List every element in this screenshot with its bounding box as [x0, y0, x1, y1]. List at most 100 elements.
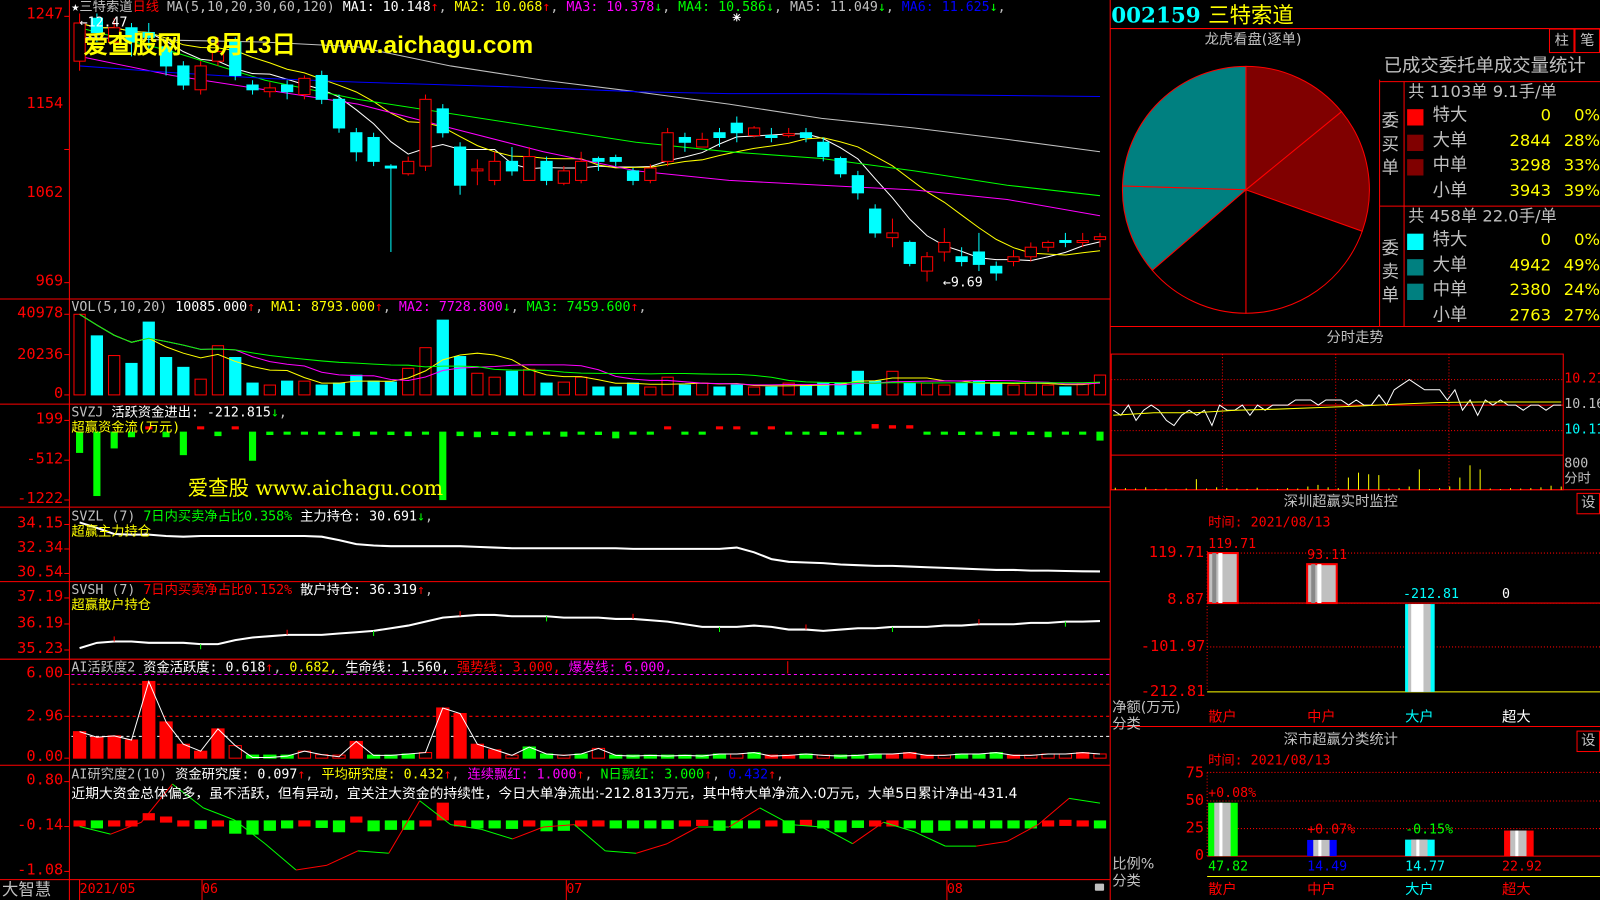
research-bar — [402, 820, 415, 830]
svzj-label: SVZJ — [71, 405, 104, 421]
research-bar — [644, 820, 657, 829]
fund-flow-bar — [594, 431, 603, 435]
pie-slice — [1245, 189, 1363, 314]
research-bar — [384, 820, 398, 830]
low-price-label: ←9.69 — [942, 275, 983, 291]
candle — [782, 133, 795, 137]
volume-bar — [765, 386, 778, 396]
date-tick: 07 — [566, 881, 583, 897]
research-tick: 0.80 — [26, 770, 64, 789]
research-bar — [211, 820, 225, 827]
intraday-vol-tick: 800 — [1564, 456, 1589, 472]
volume-bar — [194, 378, 207, 396]
bar-view-button[interactable]: 柱 — [1548, 28, 1575, 54]
vol-ma-line — [79, 313, 1101, 386]
candle — [834, 157, 847, 175]
price-tick: 1154 — [26, 93, 64, 113]
order-size-label: 特大 — [1432, 105, 1468, 126]
ma-values: MA1: 10.148↑, MA2: 10.068↑, MA3: 10.378↓… — [342, 0, 1006, 16]
fund-flow-bar — [145, 426, 153, 430]
fund-flow-bar — [1044, 431, 1052, 438]
monitor-category: 超大 — [1502, 709, 1531, 726]
order-count: 0 — [1540, 229, 1552, 249]
tick-view-button[interactable]: 笔 — [1574, 28, 1600, 54]
research-bar — [367, 820, 380, 832]
research-bar — [108, 820, 121, 827]
fund-flow-bar — [283, 431, 291, 435]
volume-bar — [471, 372, 484, 396]
stock-code: 002159 — [1111, 2, 1201, 28]
candle — [436, 108, 449, 134]
activity-bar — [349, 740, 363, 759]
research-bar — [886, 820, 899, 827]
fund-flow-bar — [646, 431, 654, 435]
period-label[interactable]: 日线 — [132, 0, 160, 16]
research-line — [636, 843, 668, 854]
fund-flow-bar — [1061, 431, 1069, 435]
candle — [471, 168, 484, 172]
watermark-text: 爱查股网 8月13日 www.aichagu.com — [83, 31, 534, 60]
volume-bar — [678, 384, 692, 396]
activity-bar — [124, 739, 139, 759]
arrow-down-icon: ↓ — [654, 0, 663, 16]
ma-value: MA1: 10.148 — [342, 0, 431, 16]
lock-icon[interactable] — [1094, 883, 1105, 891]
pie-slice — [1121, 185, 1248, 272]
research-bar — [1007, 820, 1020, 829]
fund-flow-bar — [525, 431, 533, 436]
research-line — [79, 826, 111, 835]
svsh-hold: 散户持仓: 36.319 — [300, 582, 418, 598]
candle — [142, 32, 155, 38]
volume-bar — [159, 357, 173, 396]
classify-bar-value: 14.49 — [1307, 859, 1348, 875]
fund-flow-bar — [300, 431, 308, 435]
order-count: 2844 — [1509, 130, 1552, 150]
order-size-label: 中单 — [1432, 279, 1468, 300]
candle — [384, 165, 398, 169]
fund-flow-bar — [1009, 431, 1018, 435]
research-bar — [730, 820, 743, 829]
dragon-title: 龙虎看盘(逐单) — [1204, 31, 1302, 48]
order-size-label: 中单 — [1432, 155, 1468, 176]
fund-flow-bar — [664, 426, 672, 430]
candle — [73, 22, 86, 62]
candle — [1076, 240, 1089, 243]
volume-bar — [730, 384, 743, 396]
volume-bar — [453, 356, 467, 396]
research-bar — [263, 820, 276, 831]
legend-swatch — [1407, 184, 1424, 201]
monitor-settings-button[interactable]: 设 — [1576, 492, 1600, 515]
order-size-label: 大单 — [1432, 254, 1468, 275]
activity-bar — [660, 754, 675, 759]
main-chart-header: ★三特索道日线 MA(5,10,20,30,60,120) MA1: 10.14… — [71, 0, 1005, 15]
classify-settings-button[interactable]: 设 — [1576, 730, 1600, 753]
fund-flow-bar — [958, 431, 966, 435]
monitor-bar-value: 119.71 — [1208, 536, 1257, 553]
candle — [661, 132, 674, 162]
price-tick: 1062 — [26, 182, 64, 202]
research-line — [605, 850, 637, 854]
star-icon[interactable]: ★ — [71, 0, 80, 16]
monitor-bar-shade — [1311, 564, 1316, 604]
ma4-line — [79, 27, 1101, 197]
monitor-title: 深圳超赢实时监控 — [1283, 493, 1398, 511]
activity-bar — [194, 750, 208, 759]
fund-flow-bar — [248, 431, 257, 461]
research-bar — [575, 820, 588, 827]
fund-flow-bar — [750, 431, 758, 435]
research-bar — [626, 820, 640, 829]
volume-bar — [557, 381, 570, 396]
research-bar — [799, 819, 813, 826]
cursor-marker-icon — [732, 13, 741, 22]
research-line — [172, 783, 204, 809]
arrow-up-icon: ↑ — [417, 582, 426, 598]
intraday-tick: 10.16 — [1564, 396, 1600, 413]
candle — [609, 157, 622, 162]
monitor-bar-shine — [1218, 553, 1223, 604]
fund-flow-bar — [93, 431, 101, 497]
order-count: 3943 — [1509, 180, 1552, 200]
fund-flow-bar — [1027, 431, 1035, 435]
arrow-up-icon: ↑ — [247, 299, 256, 316]
candle — [990, 265, 1003, 274]
